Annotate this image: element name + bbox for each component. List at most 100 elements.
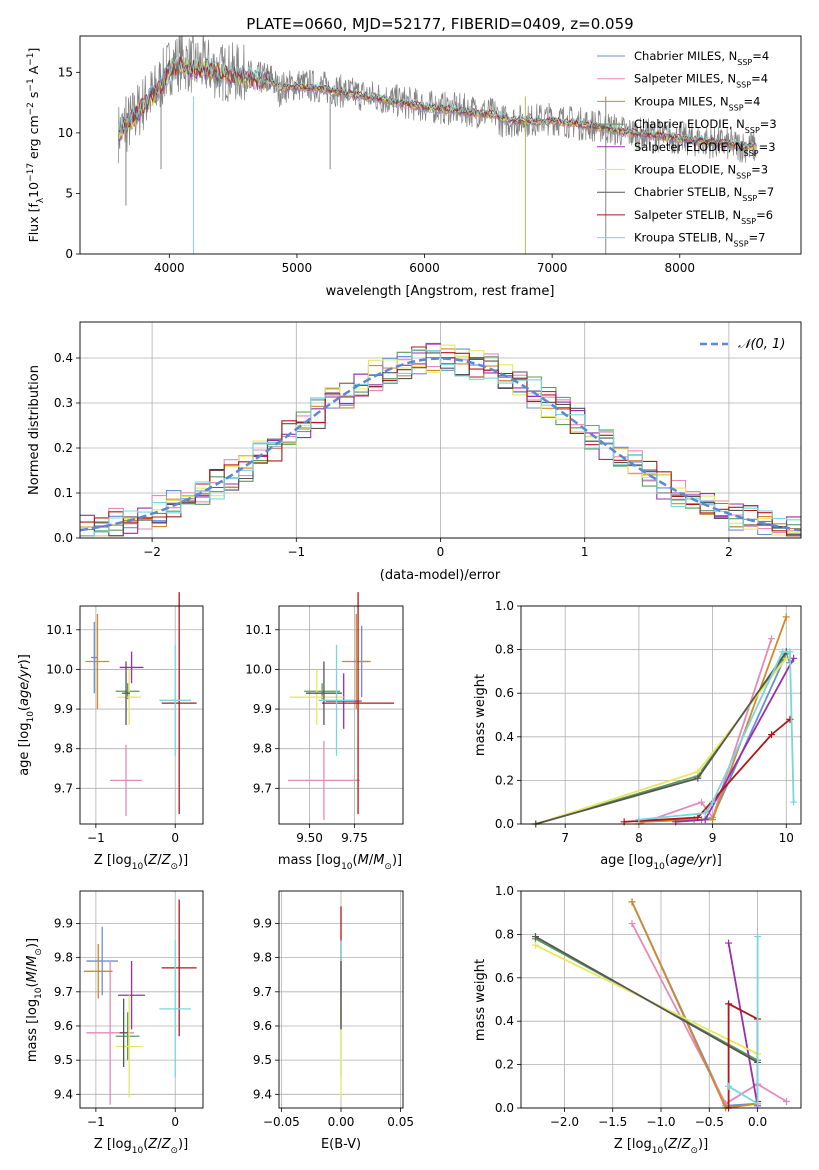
mwAge-ytick-label: 0.0 (495, 817, 514, 831)
mass-vs-extinction-panel: E(B-V) −0.05 0.00 0.05 9.4 9.5 9.6 9.7 9.8 9.9 (253, 890, 414, 1152)
ageZ-xtick-label: −1 (87, 831, 105, 845)
ageM-ytick-label: 10.1 (245, 623, 272, 637)
mwZ-point-marker (754, 933, 762, 941)
massZ-ytick-label: 9.5 (54, 1053, 73, 1067)
hist-ytick-label: 0.2 (54, 441, 73, 455)
mwAge-point-marker (782, 613, 790, 621)
mwZ-xtick-label: 0.0 (748, 1115, 767, 1129)
hist-ytick-label: 0.3 (54, 396, 73, 410)
ageZ-ytick-label: 9.7 (54, 781, 73, 795)
massZ-ytick-label: 9.4 (54, 1087, 73, 1101)
mwZ-xtick-label: −0.5 (695, 1115, 724, 1129)
age-vs-metallicity-panel: Z [log10(Z/Z⊙)] age [log10(age/yr)] −1 0 9… (17, 592, 204, 872)
svg-text:mass [log10(M/M⊙)]: mass [log10(M/M⊙)] (25, 938, 44, 1062)
mwAge-xtick-label: 8 (635, 831, 643, 845)
normal-legend-label: 𝒩(0, 1) (738, 337, 785, 352)
residual-histogram-panel: (data-model)/error Normed distribution 𝒩… (27, 321, 802, 583)
spectrum-model-line (117, 56, 757, 152)
ageM-ytick-label: 9.9 (253, 702, 272, 716)
massE-ytick-label: 9.7 (253, 985, 272, 999)
ageZ-ytick-label: 9.9 (54, 702, 73, 716)
mwZ-series-line (727, 942, 759, 1106)
legend-label: Kroupa ELODIE, NSSP=3 (634, 163, 768, 181)
mwAge-xtick-label: 7 (561, 831, 569, 845)
massZ-ytick-label: 9.6 (54, 1019, 73, 1033)
mwAge-ytick-label: 0.4 (495, 730, 514, 744)
mwZ-ylabel: mass weight (473, 959, 488, 1041)
histogram-legend: 𝒩(0, 1) (700, 337, 785, 352)
mwZ-point-marker (628, 920, 636, 928)
spectrum-legend: Chabrier MILES, NSSP=4 Salpeter MILES, NS… (597, 49, 777, 248)
legend-label: Salpeter MILES, NSSP=4 (634, 72, 768, 90)
normal-curve (79, 357, 802, 532)
ageM-ytick-label: 9.8 (253, 742, 272, 756)
ageM-xlabel: mass [log10(M/M⊙)] (278, 853, 402, 872)
svg-text:mass [log10(M/M⊙)]: mass [log10(M/M⊙)] (278, 853, 402, 872)
legend-label: Chabrier ELODIE, NSSP=3 (634, 117, 777, 135)
massE-ytick-label: 9.8 (253, 951, 272, 965)
mwZ-point-marker (531, 941, 539, 949)
spec-ytick-label: 5 (65, 186, 73, 200)
spectrum-model-line (117, 56, 757, 148)
ageZ-ytick-label: 10.0 (46, 662, 73, 676)
hist-ytick-label: 0.0 (54, 531, 73, 545)
mwAge-point-marker (768, 731, 776, 739)
svg-text:Z [log10(Z/Z⊙)]: Z [log10(Z/Z⊙)] (614, 1137, 708, 1156)
ageZ-grid (80, 606, 203, 824)
mwZ-point-marker (783, 1097, 791, 1105)
legend-label: Kroupa STELIB, NSSP=7 (634, 231, 765, 249)
mwZ-point-marker (725, 1082, 733, 1090)
spec-ytick-label: 15 (58, 65, 73, 79)
mwZ-xtick-label: −1.0 (646, 1115, 675, 1129)
mwAge-point-marker (790, 654, 798, 662)
legend-label: Salpeter ELODIE, NSSP=3 (634, 140, 776, 158)
ageZ-xtick-label: 0 (171, 831, 179, 845)
hist-xtick-label: −1 (287, 545, 305, 559)
ageZ-ytick-label: 9.8 (54, 742, 73, 756)
mwAge-xlabel: age [log10(age/yr)] (600, 853, 722, 872)
mwAge-point-marker (694, 813, 702, 821)
hist-xtick-label: 2 (725, 545, 733, 559)
massE-xtick-label: −0.05 (263, 1115, 300, 1129)
massweight-vs-metallicity-panel: Z [log10(Z/Z⊙)] mass weight −2.0 −1.5 −1.0… (473, 884, 802, 1156)
ageZ-ytick-label: 10.1 (46, 623, 73, 637)
mwZ-series-line (535, 935, 759, 1064)
svg-text:age [log10(age/yr)]: age [log10(age/yr)] (600, 853, 722, 872)
mwAge-ytick-label: 0.2 (495, 773, 514, 787)
histogram-ylabel: Normed distribution (27, 365, 42, 495)
mwAge-ytick-label: 0.8 (495, 643, 514, 657)
massZ-xlabel: Z [log10(Z/Z⊙)] (94, 1137, 188, 1156)
mwZ-ytick-label: 0.2 (495, 1058, 514, 1072)
mwZ-xlabel: Z [log10(Z/Z⊙)] (614, 1137, 708, 1156)
hist-xtick-label: 0 (437, 545, 445, 559)
ageM-ytick-label: 9.7 (253, 781, 272, 795)
legend-label: Chabrier MILES, NSSP=4 (634, 49, 769, 67)
mwAge-series-line (638, 650, 795, 821)
hist-xtick-label: 1 (581, 545, 589, 559)
mwAge-point-marker (779, 648, 787, 656)
mwZ-ytick-label: 0.0 (495, 1101, 514, 1115)
spec-ytick-label: 10 (58, 126, 73, 140)
massZ-xtick-label: 0 (171, 1115, 179, 1129)
mwAge-point-marker (694, 768, 702, 776)
spec-xtick-label: 4000 (154, 261, 185, 275)
mwAge-point-marker (782, 654, 790, 662)
mwZ-ytick-label: 0.8 (495, 927, 514, 941)
massE-ytick-label: 9.4 (253, 1087, 272, 1101)
massZ-xtick-label: −1 (87, 1115, 105, 1129)
massE-xtick-label: 0.05 (387, 1115, 414, 1129)
legend-label: Chabrier STELIB, NSSP=7 (634, 185, 774, 203)
spec-xtick-label: 7000 (537, 261, 568, 275)
mwAge-series-line (624, 718, 791, 823)
spectrum-xlabel: wavelength [Angstrom, rest frame] (326, 284, 555, 299)
mwZ-xtick-label: −2.0 (550, 1115, 579, 1129)
mwZ-ytick-label: 1.0 (495, 884, 514, 898)
legend-label: Salpeter STELIB, NSSP=6 (634, 208, 773, 226)
age-vs-mass-panel: mass [log10(M/M⊙)] 9.50 9.75 9.7 9.8 9.9 10.0… (245, 592, 404, 872)
spectrum-panel: wavelength [Angstrom, rest frame] Flux [… (26, 35, 802, 299)
massE-xlabel: E(B-V) (321, 1137, 361, 1152)
histogram-xlabel: (data-model)/error (380, 568, 501, 583)
massZ-ylabel: mass [log10(M/M⊙)] (25, 938, 44, 1062)
massweight-vs-age-panel: age [log10(age/yr)] mass weight 7 8 9 10 0.0… (473, 599, 802, 872)
mwZ-point-marker (531, 933, 539, 941)
